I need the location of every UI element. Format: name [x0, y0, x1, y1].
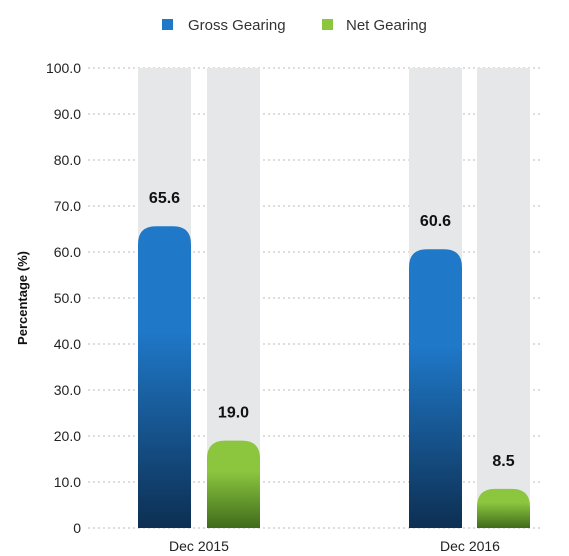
- legend-label-net-gearing: Net Gearing: [346, 17, 427, 34]
- y-tick-label: 80.0: [54, 152, 81, 168]
- y-tick-label: 40.0: [54, 336, 81, 352]
- y-tick-label: 50.0: [54, 290, 81, 306]
- value-label-gross-gearing: 65.6: [149, 190, 180, 207]
- bar-gross-gearing: [138, 226, 191, 529]
- y-tick-label: 70.0: [54, 198, 81, 214]
- bars: [138, 226, 530, 529]
- legend-swatch-net-gearing: [322, 19, 333, 30]
- y-tick-label: 0: [73, 520, 81, 536]
- y-tick-label: 60.0: [54, 244, 81, 260]
- legend: Gross Gearing Net Gearing: [162, 17, 427, 34]
- bar-track: [477, 68, 530, 528]
- x-axis-categories: Dec 2015 Dec 2016: [169, 538, 500, 554]
- legend-label-gross-gearing: Gross Gearing: [188, 17, 286, 34]
- x-category-label: Dec 2016: [440, 538, 500, 554]
- x-category-label: Dec 2015: [169, 538, 229, 554]
- bar-gross-gearing: [409, 249, 462, 529]
- y-tick-label: 20.0: [54, 428, 81, 444]
- y-tick-label: 30.0: [54, 382, 81, 398]
- y-axis-ticks: 0 10.0 20.0 30.0 40.0 50.0 60.0 70.0 80.0 90.0 100…: [46, 60, 81, 536]
- y-axis-title: Percentage (%): [15, 251, 30, 345]
- bar-net-gearing: [477, 488, 530, 528]
- bar-net-gearing: [207, 440, 260, 528]
- y-tick-label: 90.0: [54, 106, 81, 122]
- y-tick-label: 10.0: [54, 474, 81, 490]
- value-label-net-gearing: 8.5: [492, 453, 514, 470]
- y-tick-label: 100.0: [46, 60, 81, 76]
- legend-swatch-gross-gearing: [162, 19, 173, 30]
- value-labels: 65.6 19.0 60.6 8.5: [149, 190, 515, 470]
- value-label-net-gearing: 19.0: [218, 405, 249, 422]
- value-label-gross-gearing: 60.6: [420, 213, 451, 230]
